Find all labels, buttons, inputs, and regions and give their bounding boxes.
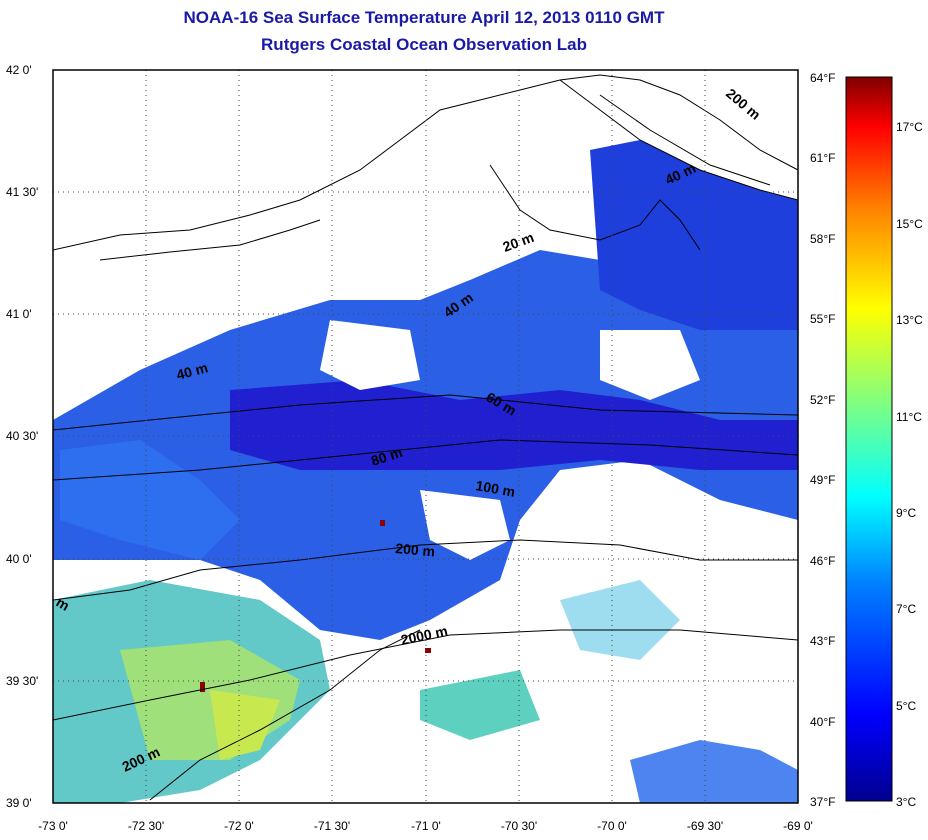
latitude-axis: 42 0' 41 30' 41 0' 40 30' 40 0' 39 30' 3… bbox=[6, 63, 38, 810]
isobath-label: 100 m bbox=[474, 477, 516, 500]
lat-label: 41 30' bbox=[6, 185, 38, 199]
lon-label: -73 0' bbox=[38, 819, 68, 833]
map-title: NOAA-16 Sea Surface Temperature April 12… bbox=[183, 8, 665, 27]
fahrenheit-label: 52°F bbox=[810, 393, 835, 407]
lon-label: -70 30' bbox=[501, 819, 537, 833]
celsius-label: 9°C bbox=[896, 506, 916, 520]
celsius-label: 17°C bbox=[896, 120, 923, 134]
lat-label: 39 30' bbox=[6, 674, 38, 688]
celsius-label: 15°C bbox=[896, 217, 923, 231]
fahrenheit-label: 43°F bbox=[810, 634, 835, 648]
fahrenheit-label: 64°F bbox=[810, 71, 835, 85]
isobath-label: 40 m bbox=[175, 359, 210, 383]
longitude-axis: -73 0' -72 30' -72 0' -71 30' -71 0' -70… bbox=[38, 819, 813, 833]
lon-label: -72 0' bbox=[224, 819, 254, 833]
isobath-label: 200 m bbox=[395, 540, 436, 559]
celsius-label: 7°C bbox=[896, 602, 916, 616]
coastline bbox=[53, 74, 798, 801]
fahrenheit-label: 37°F bbox=[810, 795, 835, 809]
fahrenheit-label: 55°F bbox=[810, 312, 835, 326]
fahrenheit-label: 46°F bbox=[810, 554, 835, 568]
celsius-label: 3°C bbox=[896, 795, 916, 809]
fahrenheit-label: 40°F bbox=[810, 715, 835, 729]
lat-label: 40 0' bbox=[6, 552, 32, 566]
lon-label: -71 0' bbox=[411, 819, 441, 833]
lon-label: -72 30' bbox=[128, 819, 164, 833]
fahrenheit-label: 58°F bbox=[810, 232, 835, 246]
celsius-label: 13°C bbox=[896, 313, 923, 327]
fahrenheit-axis: 64°F 61°F 58°F 55°F 52°F 49°F 46°F 43°F … bbox=[810, 71, 835, 809]
lon-label: -69 30' bbox=[687, 819, 723, 833]
lat-label: 42 0' bbox=[6, 63, 32, 77]
map-frame bbox=[52, 69, 799, 804]
lon-label: -71 30' bbox=[314, 819, 350, 833]
celsius-label: 5°C bbox=[896, 699, 916, 713]
celsius-axis: 17°C 15°C 13°C 11°C 9°C 7°C 5°C 3°C bbox=[896, 120, 923, 809]
colorbar bbox=[845, 76, 893, 802]
fahrenheit-label: 61°F bbox=[810, 151, 835, 165]
celsius-label: 11°C bbox=[896, 410, 922, 424]
lat-label: 40 30' bbox=[6, 429, 38, 443]
lon-label: -69 0' bbox=[783, 819, 813, 833]
map-subtitle: Rutgers Coastal Ocean Observation Lab bbox=[261, 35, 587, 54]
lat-label: 39 0' bbox=[6, 796, 32, 810]
graticule bbox=[53, 70, 798, 803]
fahrenheit-label: 49°F bbox=[810, 473, 835, 487]
sst-field bbox=[53, 70, 798, 803]
lon-label: -70 0' bbox=[597, 819, 627, 833]
lat-label: 41 0' bbox=[6, 307, 32, 321]
